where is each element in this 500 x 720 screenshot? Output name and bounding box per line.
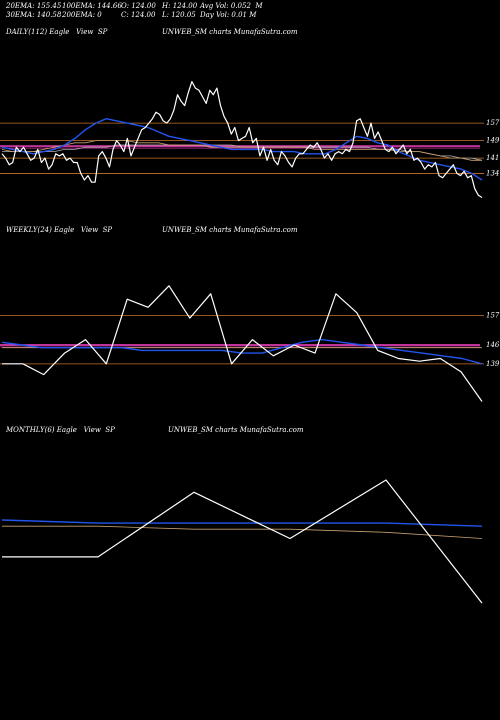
daily-tick-label-3: 134 [486, 169, 499, 177]
daily-panel-watermark: UNWEB_SM charts MunafaSutra.com [162, 28, 298, 36]
monthly-ma_tan-line [2, 525, 483, 539]
header-ema100: 100EMA: 144.66 [62, 2, 122, 10]
header-close: C: 124.00 [121, 11, 156, 19]
weekly-panel-watermark: UNWEB_SM charts MunafaSutra.com [162, 226, 298, 234]
header-avgvol: Avg Vol: 0.052 M [200, 2, 263, 10]
daily-panel-title: DAILY(112) Eagle View SP [6, 28, 108, 36]
header-dayvol: Day Vol: 0.01 M [200, 11, 257, 19]
weekly-tick-label-2: 139 [486, 360, 500, 368]
monthly-panel-title: MONTHLY(6) Eagle View SP [6, 426, 115, 434]
header-open: O: 124.00 [121, 2, 156, 10]
daily-tick-label-1: 149 [486, 137, 500, 145]
monthly-ema_blue-line [1, 519, 483, 527]
daily-tick-label-2: 141 [486, 154, 499, 162]
weekly-tick-label-0: 157 [486, 311, 500, 319]
monthly-price-line [2, 479, 483, 604]
header-ema20: 20EMA: 155.45 [6, 2, 62, 10]
header-ema30: 30EMA: 140.58 [6, 11, 62, 19]
daily-tick-label-0: 157 [486, 119, 500, 127]
header-ema200: 200EMA: 0 [62, 11, 102, 19]
weekly-panel-title: WEEKLY(24) Eagle View SP [6, 226, 113, 234]
header-high: H: 124.00 [162, 2, 198, 10]
daily-ema_blue-line [1, 117, 483, 181]
header-low: L: 120.05 [162, 11, 196, 19]
weekly-tick-label-1: 146 [486, 341, 500, 349]
monthly-panel-watermark: UNWEB_SM charts MunafaSutra.com [168, 426, 304, 434]
weekly-ema_blue-line [1, 338, 483, 365]
daily-price-line [1, 80, 483, 199]
daily-ma_tan-line [1, 140, 482, 161]
weekly-price-line [2, 285, 483, 402]
